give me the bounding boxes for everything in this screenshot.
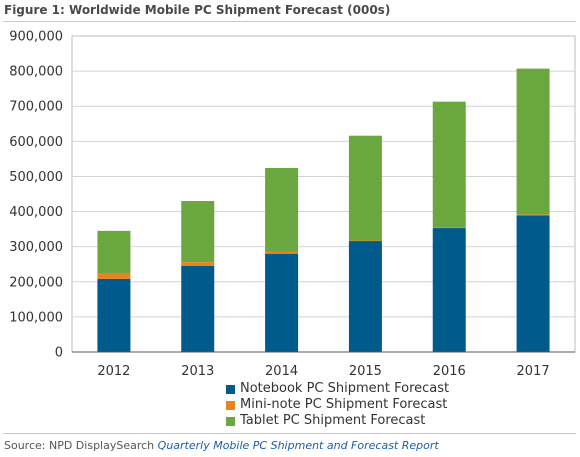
y-tick-label: 300,000 bbox=[9, 240, 63, 255]
legend-item-tablet: Tablet PC Shipment Forecast bbox=[226, 413, 449, 429]
bar-segment bbox=[181, 201, 215, 263]
bar-segment bbox=[181, 262, 215, 266]
y-tick-label: 400,000 bbox=[9, 205, 63, 220]
bar-segment bbox=[348, 241, 382, 352]
x-tick-label: 2016 bbox=[433, 364, 466, 379]
source-divider bbox=[3, 433, 576, 434]
bar-segment bbox=[432, 101, 466, 228]
y-tick-label: 100,000 bbox=[9, 310, 63, 325]
legend-swatch-notebook bbox=[226, 384, 235, 394]
x-tick-label: 2013 bbox=[181, 364, 214, 379]
legend-label-notebook: Notebook PC Shipment Forecast bbox=[240, 381, 450, 396]
y-tick-label: 900,000 bbox=[9, 30, 63, 45]
bar-series bbox=[97, 68, 550, 352]
x-tick-label: 2012 bbox=[97, 364, 130, 379]
bar-segment bbox=[432, 228, 466, 352]
x-axis-tick-labels: 2012 2013 2014 2015 2016 2017 bbox=[97, 364, 549, 379]
y-tick-label: 200,000 bbox=[9, 275, 63, 290]
legend-swatch-tablet bbox=[226, 416, 235, 426]
chart-title: Figure 1: Worldwide Mobile PC Shipment F… bbox=[4, 3, 391, 17]
y-tick-label: 700,000 bbox=[9, 100, 63, 115]
bar-segment bbox=[265, 168, 299, 252]
title-divider bbox=[3, 21, 576, 22]
bar-segment bbox=[516, 215, 550, 352]
x-tick-label: 2017 bbox=[517, 364, 550, 379]
y-tick-label: 600,000 bbox=[9, 135, 63, 150]
gridlines bbox=[72, 70, 575, 318]
bar-segment bbox=[516, 68, 550, 215]
y-tick-label: 800,000 bbox=[9, 65, 63, 80]
legend-label-mini-note: Mini-note PC Shipment Forecast bbox=[240, 397, 448, 412]
bar-segment bbox=[265, 251, 299, 254]
legend: Notebook PC Shipment Forecast Mini-note … bbox=[226, 381, 449, 429]
bar-segment bbox=[97, 273, 131, 279]
legend-item-notebook: Notebook PC Shipment Forecast bbox=[226, 381, 449, 397]
bar-segment bbox=[348, 135, 382, 241]
x-tick-label: 2014 bbox=[265, 364, 298, 379]
plot-area bbox=[71, 35, 576, 353]
legend-swatch-mini-note bbox=[226, 400, 235, 410]
legend-item-mini-note: Mini-note PC Shipment Forecast bbox=[226, 397, 449, 413]
y-tick-label: 0 bbox=[55, 346, 63, 361]
y-axis-tick-labels: 0 100,000 200,000 300,000 400,000 500,000 600,… bbox=[9, 30, 63, 361]
source-prefix: Source: NPD DisplaySearch bbox=[4, 439, 158, 452]
legend-label-tablet: Tablet PC Shipment Forecast bbox=[240, 413, 426, 428]
stacked-bar-chart: 0 100,000 200,000 300,000 400,000 500,000 600,… bbox=[9, 30, 576, 379]
bar-segment bbox=[181, 265, 215, 352]
bar-segment bbox=[265, 253, 299, 352]
y-tick-label: 500,000 bbox=[9, 170, 63, 185]
bar-segment bbox=[348, 240, 382, 242]
x-tick-label: 2015 bbox=[349, 364, 382, 379]
bar-segment bbox=[516, 214, 550, 216]
source-report-link[interactable]: Quarterly Mobile PC Shipment and Forecas… bbox=[157, 439, 439, 452]
bar-segment bbox=[97, 230, 131, 273]
source-note: Source: NPD DisplaySearch Quarterly Mobi… bbox=[4, 439, 439, 452]
bar-segment bbox=[97, 278, 131, 352]
